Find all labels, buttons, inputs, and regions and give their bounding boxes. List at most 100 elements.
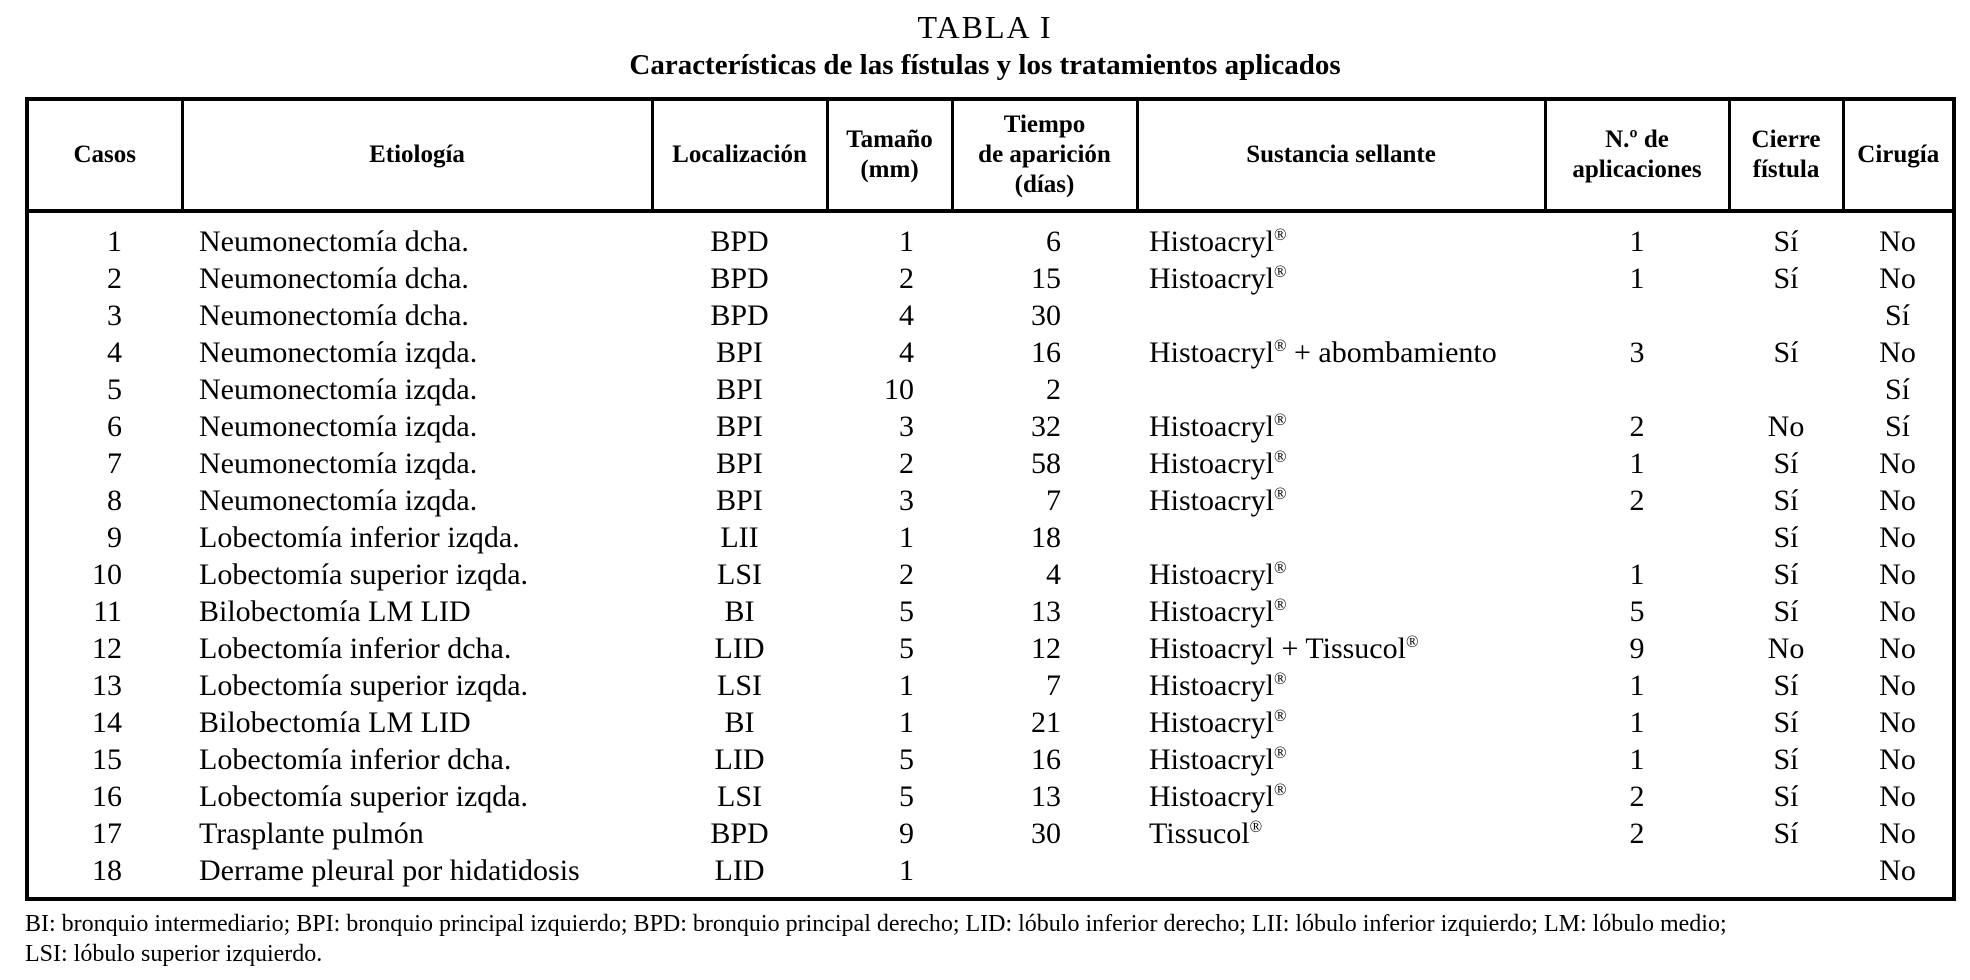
- cell-cierre: Sí: [1773, 225, 1799, 258]
- cell-aplicaciones: 9: [1629, 632, 1645, 665]
- cell-cierre: No: [1767, 632, 1805, 665]
- cell-etiologia: Bilobectomía LM LID: [199, 706, 471, 739]
- cell-casos: 18: [92, 854, 122, 887]
- cell-cierre: Sí: [1773, 336, 1799, 369]
- cell-tamano: 2: [899, 447, 914, 480]
- cell-cierre: Sí: [1773, 669, 1799, 702]
- cell-tiempo: 58: [1031, 447, 1061, 480]
- cell-cierre: [1729, 852, 1843, 899]
- cell-etiologia: Neumonectomía dcha.: [199, 225, 469, 258]
- column-header-casos: Casos: [27, 99, 182, 213]
- column-header-tiempo: Tiempo de aparición (días): [950, 99, 1137, 213]
- table-row: 13 Lobectomía superior izqda. LSI 1 7 Histoac…: [27, 667, 1954, 704]
- cell-tamano: 1: [899, 521, 914, 554]
- cell-localizacion: BI: [724, 706, 755, 739]
- column-header-aplicaciones: N.º de aplicaciones: [1543, 99, 1729, 213]
- cell-tiempo: 16: [1031, 336, 1061, 369]
- table-subtitle: Características de las fístulas y los tr…: [629, 49, 1341, 81]
- cell-tiempo: 16: [1031, 743, 1061, 776]
- registered-trademark-symbol: ®: [1273, 669, 1287, 688]
- cell-cierre: Sí: [1773, 521, 1799, 554]
- cell-etiologia: Neumonectomía izqda.: [199, 336, 478, 369]
- cell-cierre: [1729, 297, 1843, 334]
- table-row: 16 Lobectomía superior izqda. LSI 5 13 Histoa…: [27, 778, 1954, 815]
- cell-tamano: 1: [899, 854, 914, 887]
- footnotes: BI: bronquio intermediario; BPI: bronqui…: [25, 909, 1945, 969]
- registered-trademark-symbol: ®: [1273, 484, 1287, 503]
- table-row: 17 Trasplante pulmón BPD 9 30 Tissucol® 2 Sí No: [27, 815, 1954, 852]
- cell-cierre: [1729, 371, 1843, 408]
- cell-cierre: No: [1767, 410, 1805, 443]
- cell-cirugia: No: [1879, 669, 1916, 702]
- cell-tamano: 4: [899, 336, 914, 369]
- cell-cierre: Sí: [1773, 743, 1799, 776]
- cell-localizacion: BPD: [710, 817, 769, 850]
- cell-sellante: Histoacryl®: [1149, 225, 1287, 258]
- cell-aplicaciones: 2: [1629, 410, 1645, 443]
- cell-casos: 16: [92, 780, 122, 813]
- cell-cierre: Sí: [1773, 780, 1799, 813]
- cell-sellante: Histoacryl®: [1149, 595, 1287, 628]
- cell-tiempo: 15: [1031, 262, 1061, 295]
- cell-sellante: [1137, 371, 1545, 408]
- registered-trademark-symbol: ®: [1249, 817, 1263, 836]
- column-header-cirugia: Cirugía: [1841, 99, 1954, 213]
- cell-tamano: 4: [899, 299, 914, 332]
- cell-casos: 14: [92, 706, 122, 739]
- registered-trademark-symbol: ®: [1273, 780, 1287, 799]
- cell-etiologia: Neumonectomía izqda.: [199, 410, 478, 443]
- cell-etiologia: Lobectomía superior izqda.: [199, 558, 529, 591]
- table-wrap: Casos Etiología Localización Tamaño (mm) Tiem…: [25, 97, 1956, 901]
- cell-tiempo: 7: [1046, 484, 1061, 517]
- registered-trademark-symbol: ®: [1273, 447, 1287, 466]
- cell-localizacion: LII: [720, 521, 759, 554]
- cell-etiologia: Lobectomía superior izqda.: [199, 669, 529, 702]
- table-body: 1 Neumonectomía dcha. BPD 1 6 Histoacryl® 1 Sí N…: [27, 211, 1954, 899]
- cell-etiologia: Lobectomía inferior dcha.: [199, 632, 512, 665]
- registered-trademark-symbol: ®: [1273, 558, 1287, 577]
- cell-etiologia: Derrame pleural por hidatidosis: [199, 854, 580, 887]
- cell-casos: 1: [107, 225, 122, 258]
- registered-trademark-symbol: ®: [1273, 262, 1287, 281]
- cell-aplicaciones: [1545, 852, 1729, 899]
- table-row: 14 Bilobectomía LM LID BI 1 21 Histoacryl® 1 Sí…: [27, 704, 1954, 741]
- cell-sellante: Histoacryl®: [1149, 262, 1287, 295]
- cell-sellante: Histoacryl®: [1149, 447, 1287, 480]
- cell-sellante: Histoacryl®: [1149, 706, 1287, 739]
- registered-trademark-symbol: ®: [1273, 595, 1287, 614]
- cell-tiempo: 18: [1031, 521, 1061, 554]
- cell-casos: 4: [107, 336, 122, 369]
- cell-sellante: Histoacryl®: [1149, 669, 1287, 702]
- cell-etiologia: Neumonectomía dcha.: [199, 262, 469, 295]
- cell-tiempo: [952, 852, 1137, 899]
- cell-tamano: 1: [899, 669, 914, 702]
- cell-localizacion: BPD: [710, 299, 769, 332]
- cell-tamano: 1: [899, 225, 914, 258]
- cell-tamano: 5: [899, 780, 914, 813]
- cell-casos: 11: [93, 595, 122, 628]
- registered-trademark-symbol: ®: [1273, 336, 1287, 355]
- table-row: 12 Lobectomía inferior dcha. LID 5 12 Histoac…: [27, 630, 1954, 667]
- cell-tamano: 2: [899, 262, 914, 295]
- cell-cierre: Sí: [1773, 595, 1799, 628]
- cell-cirugia: No: [1879, 484, 1916, 517]
- cell-localizacion: LID: [714, 743, 765, 776]
- table-title: TABLA I: [917, 9, 1053, 45]
- cell-casos: 7: [107, 447, 122, 480]
- cell-aplicaciones: 3: [1629, 336, 1645, 369]
- cell-cirugia: No: [1879, 817, 1916, 850]
- cell-sellante: [1137, 519, 1545, 556]
- cell-sellante: [1137, 852, 1545, 899]
- table-row: 9 Lobectomía inferior izqda. LII 1 18 Sí No: [27, 519, 1954, 556]
- cell-casos: 6: [107, 410, 122, 443]
- table-row: 5 Neumonectomía izqda. BPI 10 2 Sí: [27, 371, 1954, 408]
- cell-cirugia: Sí: [1884, 410, 1911, 443]
- table-row: 8 Neumonectomía izqda. BPI 3 7 Histoacryl® 2 Sí…: [27, 482, 1954, 519]
- cell-casos: 3: [107, 299, 122, 332]
- cell-tiempo: 30: [1031, 817, 1061, 850]
- cell-tamano: 10: [884, 373, 914, 406]
- cell-casos: 8: [107, 484, 122, 517]
- cell-sellante: Histoacryl®: [1149, 558, 1287, 591]
- cell-aplicaciones: 1: [1629, 225, 1645, 258]
- cell-aplicaciones: 1: [1629, 706, 1645, 739]
